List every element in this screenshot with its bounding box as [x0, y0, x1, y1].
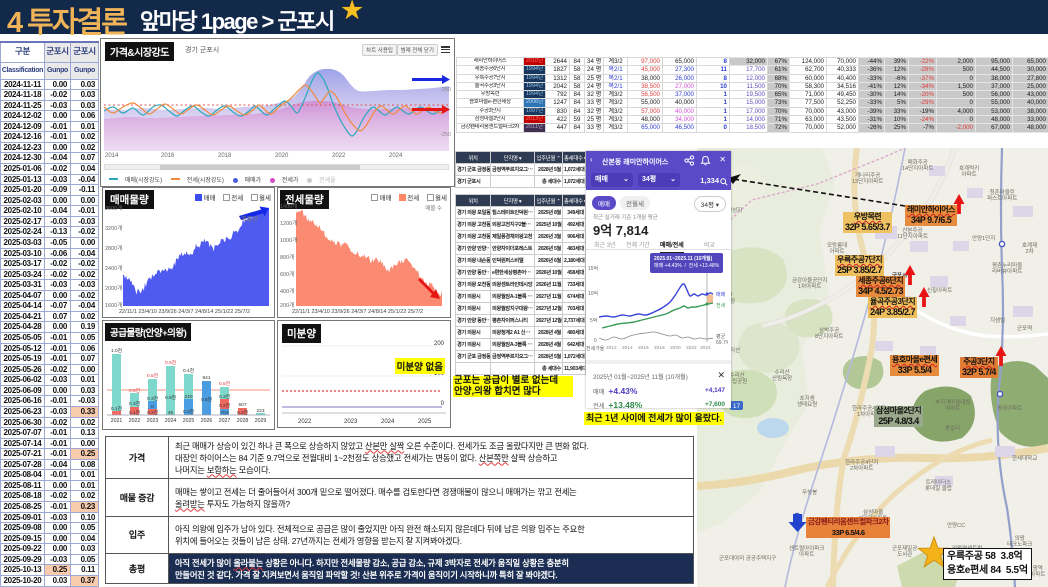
svg-text:10억: 10억: [588, 290, 598, 297]
svg-text:0.3천: 0.3천: [129, 400, 140, 407]
svg-text:전세가율: 전세가율: [586, 345, 605, 352]
svg-text:2024: 2024: [165, 418, 177, 424]
svg-text:45: 45: [168, 410, 174, 416]
svg-text:평균: 평균: [716, 333, 726, 340]
svg-text:240: 240: [184, 394, 192, 400]
svg-text:0.5천: 0.5천: [129, 387, 140, 394]
svg-text:5억: 5억: [590, 317, 597, 324]
svg-text:0: 0: [594, 338, 597, 344]
svg-text:2016: 2016: [638, 345, 649, 351]
svg-text:0.3천: 0.3천: [183, 408, 194, 415]
svg-text:2029: 2029: [255, 418, 267, 424]
svg-text:2025: 2025: [183, 418, 195, 424]
svg-text:0.4천: 0.4천: [183, 367, 194, 374]
svg-text:2021: 2021: [111, 418, 123, 424]
svg-text:941: 941: [202, 375, 210, 381]
svg-text:2024: 2024: [700, 345, 711, 351]
svg-text:1.0천: 1.0천: [111, 347, 122, 354]
svg-text:매물량: 매물량: [241, 215, 258, 223]
svg-text:15억: 15억: [588, 265, 598, 272]
svg-text:0.2천: 0.2천: [237, 409, 248, 416]
svg-text:2028: 2028: [237, 418, 249, 424]
svg-text:69.7%: 69.7%: [716, 340, 728, 346]
svg-text:2027: 2027: [219, 418, 231, 424]
svg-text:0.2천: 0.2천: [147, 409, 158, 416]
svg-text:0.1천: 0.1천: [129, 409, 140, 416]
svg-text:2020: 2020: [670, 345, 681, 351]
svg-text:2026: 2026: [201, 418, 213, 424]
svg-text:0: 0: [151, 404, 154, 410]
svg-text:2012: 2012: [606, 345, 617, 351]
svg-text:0.2천: 0.2천: [219, 402, 230, 409]
svg-text:0.5천: 0.5천: [147, 372, 158, 379]
svg-text:0.1천: 0.1천: [111, 405, 122, 412]
svg-text:2023: 2023: [147, 418, 159, 424]
svg-text:0.9천: 0.9천: [165, 394, 176, 401]
svg-text:0.3천: 0.3천: [147, 395, 158, 402]
svg-text:전세: 전세: [716, 302, 726, 309]
svg-text:매매: 매매: [716, 291, 726, 298]
svg-text:507: 507: [238, 402, 246, 408]
svg-text:0.3천: 0.3천: [219, 393, 230, 400]
svg-text:2022: 2022: [686, 345, 697, 351]
svg-text:703: 703: [220, 410, 228, 416]
svg-text:0.5천: 0.5천: [219, 380, 230, 387]
svg-text:0.5천: 0.5천: [165, 359, 176, 366]
svg-text:2018: 2018: [654, 345, 665, 351]
svg-text:223: 223: [256, 408, 264, 414]
svg-text:0.6천: 0.6천: [201, 396, 212, 403]
svg-text:2022: 2022: [129, 418, 141, 424]
svg-text:2014: 2014: [622, 345, 633, 351]
svg-text:17: 17: [733, 403, 741, 410]
